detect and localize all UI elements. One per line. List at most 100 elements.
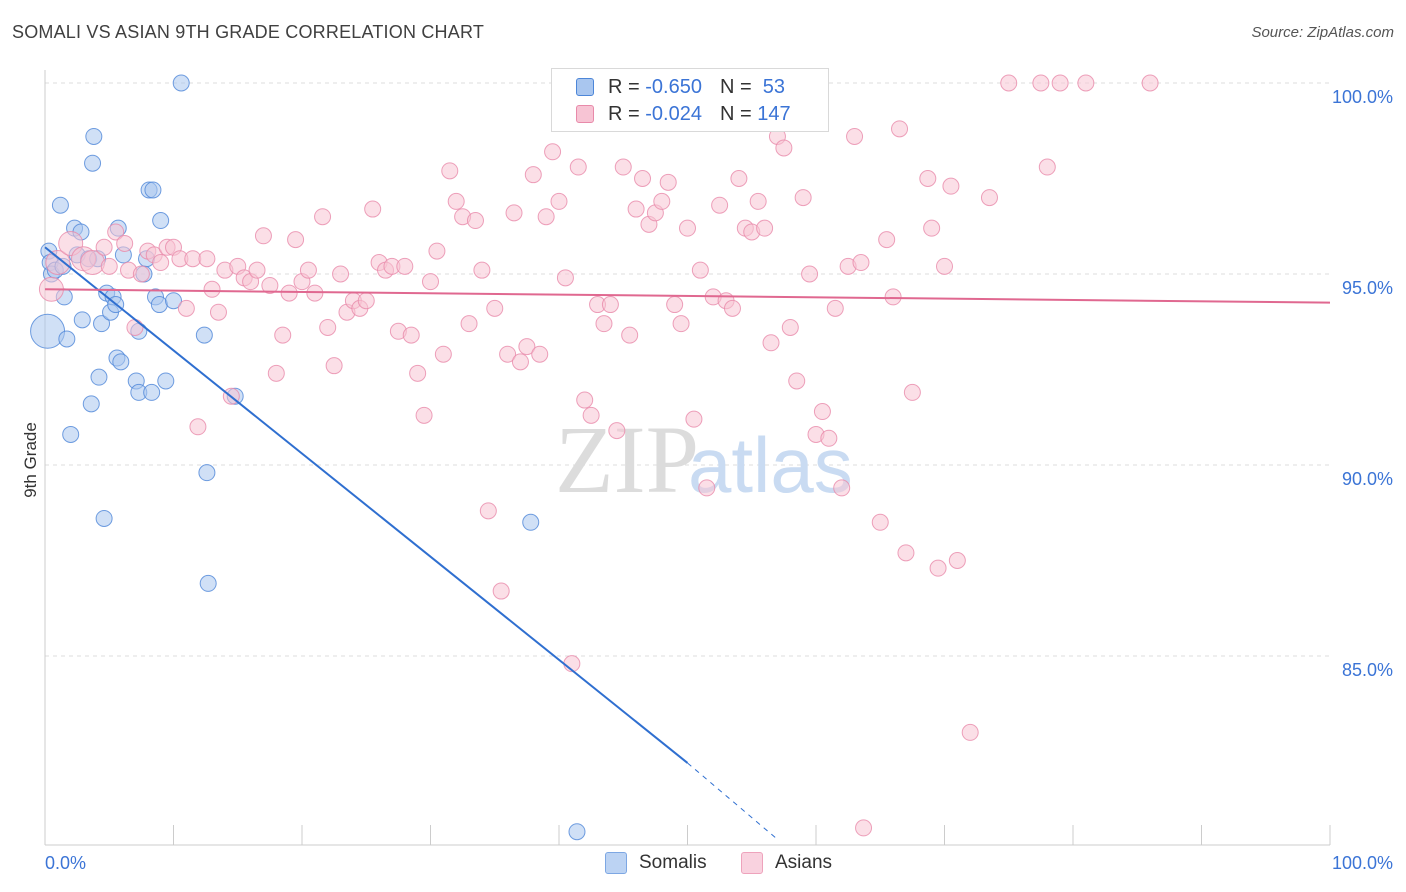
asian-point bbox=[576, 391, 594, 409]
legend-label-asians: Asians bbox=[775, 852, 833, 873]
somali-point bbox=[51, 196, 69, 214]
somali-point bbox=[85, 127, 103, 145]
asian-point bbox=[428, 242, 446, 260]
asian-n-value: 147 bbox=[757, 102, 791, 125]
asian-point bbox=[855, 819, 873, 837]
asian-point bbox=[942, 177, 960, 195]
asian-point bbox=[723, 299, 741, 317]
asian-point bbox=[601, 296, 619, 314]
asian-point bbox=[287, 231, 305, 249]
asian-point bbox=[116, 234, 134, 252]
asian-point bbox=[274, 326, 292, 344]
trend-lines bbox=[44, 246, 1331, 840]
asian-point bbox=[248, 261, 266, 279]
stats-row-asian: R = -0.024 N = 147 bbox=[576, 101, 791, 127]
asian-point bbox=[396, 257, 414, 275]
asian-point bbox=[209, 303, 227, 321]
legend-item-somalis[interactable]: Somalis bbox=[605, 852, 707, 874]
asian-point bbox=[299, 261, 317, 279]
y-tick-label: 85.0% bbox=[1342, 660, 1393, 680]
asian-point bbox=[473, 261, 491, 279]
asian-point bbox=[556, 269, 574, 287]
asian-point bbox=[409, 364, 427, 382]
chart-title: SOMALI VS ASIAN 9TH GRADE CORRELATION CH… bbox=[12, 22, 485, 42]
asian-point bbox=[203, 280, 221, 298]
asian-point bbox=[402, 326, 420, 344]
somali-point bbox=[165, 292, 182, 310]
asian-r-label: R = bbox=[608, 102, 640, 125]
asian-point bbox=[479, 502, 497, 520]
somali-point bbox=[82, 395, 100, 413]
legend-item-asians[interactable]: Asians bbox=[741, 852, 832, 874]
somali-point bbox=[522, 513, 540, 531]
somali-point bbox=[172, 74, 190, 92]
asian-point bbox=[762, 334, 780, 352]
asian-point bbox=[280, 284, 298, 302]
asian-point bbox=[332, 265, 350, 283]
asian-point bbox=[544, 143, 562, 161]
asian-point bbox=[884, 288, 902, 306]
asian-point bbox=[518, 338, 536, 356]
asian-point bbox=[691, 261, 709, 279]
somali-point bbox=[112, 353, 130, 371]
somali-n-label: N = bbox=[719, 75, 752, 98]
asian-point bbox=[537, 208, 555, 226]
asian-point bbox=[801, 265, 819, 283]
somali-point bbox=[90, 368, 108, 386]
grid-lines bbox=[45, 82, 1330, 657]
asians-swatch-icon bbox=[741, 852, 763, 874]
asian-point bbox=[826, 299, 844, 317]
axis-labels: 85.0% 90.0% 95.0% 100.0% 0.0% 100.0% 9th Grade bbox=[21, 87, 1393, 873]
somali-point bbox=[152, 212, 170, 230]
asian-point bbox=[447, 192, 465, 210]
somali-point bbox=[199, 574, 217, 592]
y-tick-label: 90.0% bbox=[1342, 469, 1393, 489]
asian-point bbox=[608, 422, 626, 440]
somali-point bbox=[95, 509, 113, 527]
asian-point bbox=[1000, 74, 1018, 92]
series-legend: Somalis Asians bbox=[0, 852, 1406, 878]
asian-swatch-icon bbox=[576, 105, 594, 123]
axes bbox=[44, 70, 1331, 846]
asian-point bbox=[189, 418, 207, 436]
watermark: ZIP atlas bbox=[555, 406, 853, 513]
somali-n-value: 53 bbox=[762, 75, 786, 98]
asian-point bbox=[434, 345, 452, 363]
x-tick-label: 100.0% bbox=[1332, 853, 1393, 873]
somali-point bbox=[84, 154, 102, 172]
asian-point bbox=[627, 200, 645, 218]
asian-r-value: -0.024 bbox=[645, 102, 702, 125]
asian-point bbox=[505, 204, 523, 222]
asian-point bbox=[415, 406, 433, 424]
asian-point bbox=[634, 170, 652, 187]
somali-point bbox=[568, 823, 586, 841]
asian-point bbox=[711, 196, 729, 214]
asian-point bbox=[100, 257, 118, 275]
asian-point bbox=[614, 158, 632, 176]
asian-point bbox=[126, 318, 144, 336]
somalis-swatch-icon bbox=[605, 852, 627, 874]
source-label: Source: ZipAtlas.com bbox=[1251, 24, 1394, 41]
asian-point bbox=[511, 353, 529, 371]
asian-point bbox=[666, 296, 684, 314]
asian-point bbox=[261, 276, 279, 294]
asian-point bbox=[878, 231, 896, 249]
asian-point bbox=[492, 582, 510, 600]
asian-point bbox=[871, 513, 889, 531]
asian-points bbox=[38, 74, 1159, 837]
asian-point bbox=[775, 139, 793, 157]
somali-point bbox=[150, 296, 168, 314]
asian-point bbox=[961, 723, 979, 741]
asian-point bbox=[550, 192, 568, 210]
asian-point bbox=[595, 315, 613, 333]
asian-point bbox=[267, 364, 285, 382]
asian-point bbox=[184, 250, 202, 268]
asian-point bbox=[325, 357, 343, 375]
asian-point bbox=[685, 410, 703, 428]
asian-point bbox=[749, 192, 767, 210]
somali-swatch-icon bbox=[576, 78, 594, 96]
asian-point bbox=[45, 250, 71, 276]
asian-point bbox=[813, 403, 831, 421]
stats-legend: R = -0.650 N = 53 R = -0.024 N = 147 bbox=[551, 68, 829, 132]
somali-trend-line bbox=[44, 246, 689, 764]
